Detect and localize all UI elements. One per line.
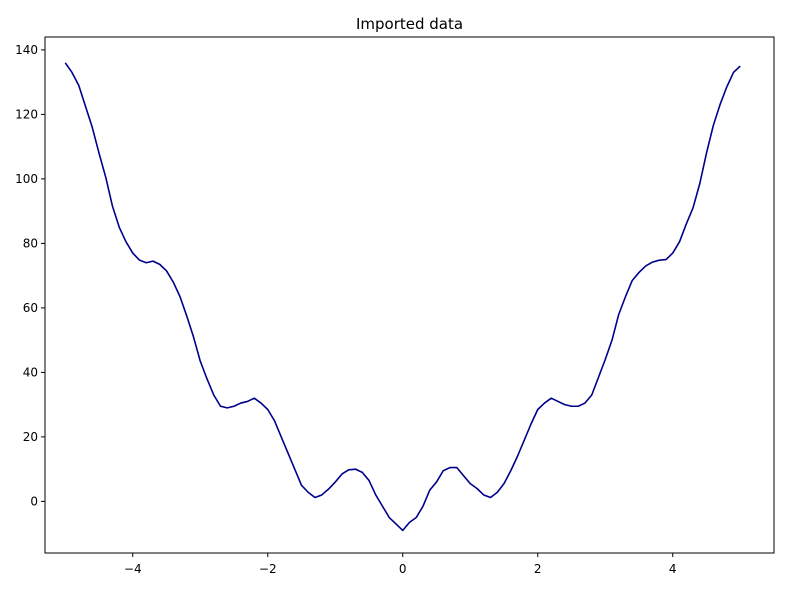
plot-layer: [64, 62, 741, 532]
y-tick-label: 140: [15, 43, 38, 57]
axes-frame: [44, 36, 775, 554]
x-tick-label: −4: [124, 562, 142, 576]
y-tick-label: 80: [23, 236, 38, 250]
x-tick-label: 0: [399, 562, 407, 576]
y-tick-label: 20: [23, 430, 38, 444]
y-tick-label: 100: [15, 172, 38, 186]
series-line-1: [64, 62, 741, 532]
x-tick-label: 4: [669, 562, 677, 576]
y-tick-label: 120: [15, 107, 38, 121]
y-tick-label: 60: [23, 301, 38, 315]
x-tick-label: 2: [534, 562, 542, 576]
x-tick-label: −2: [259, 562, 277, 576]
y-tick-label: 40: [23, 365, 38, 379]
chart-title: Imported data: [356, 15, 463, 33]
y-tick-label: 0: [30, 494, 38, 508]
